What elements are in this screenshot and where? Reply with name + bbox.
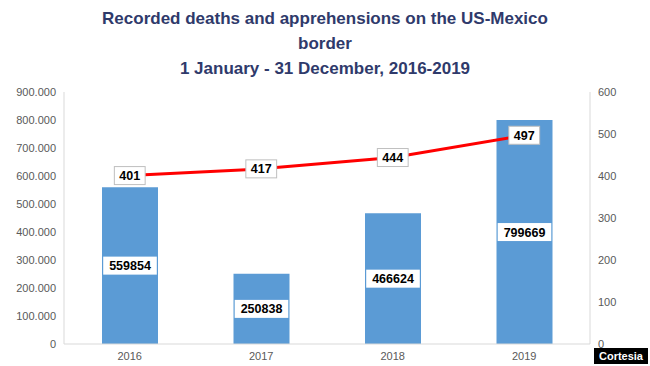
svg-text:200.000: 200.000 [16,282,56,294]
svg-text:250838: 250838 [241,302,283,316]
svg-text:300.000: 300.000 [16,254,56,266]
svg-text:400.000: 400.000 [16,226,56,238]
svg-text:799669: 799669 [504,226,546,240]
svg-text:559854: 559854 [109,259,151,273]
svg-text:100.000: 100.000 [16,310,56,322]
svg-text:2019: 2019 [512,350,536,362]
html-text:Cortesia: Cortesia [599,350,643,362]
html-text:Recorded deaths and apprehensi: Recorded deaths and apprehensions on the… [102,9,548,53]
svg-text:600.000: 600.000 [16,170,56,182]
svg-text:700.000: 700.000 [16,142,56,154]
svg-text:500: 500 [598,128,616,140]
svg-text:600: 600 [598,86,616,98]
svg-text:900.000: 900.000 [16,86,56,98]
svg-text:417: 417 [251,162,272,176]
svg-text:800.000: 800.000 [16,114,56,126]
svg-text:300: 300 [598,212,616,224]
svg-text:401: 401 [119,169,140,183]
svg-text:400: 400 [598,170,616,182]
svg-text:2017: 2017 [249,350,273,362]
svg-text:0: 0 [598,337,605,350]
svg-text:200: 200 [598,254,616,266]
svg-text:0: 0 [50,338,56,350]
svg-text:2018: 2018 [381,350,405,362]
svg-text:500.000: 500.000 [16,198,56,210]
html-text:1 January - 31 December, 2016-: 1 January - 31 December, 2016-2019 [179,59,471,78]
svg-text:466624: 466624 [372,272,414,286]
svg-text:100: 100 [598,296,616,308]
svg-text:444: 444 [382,151,403,165]
svg-text:2016: 2016 [118,350,142,362]
svg-text:497: 497 [514,129,535,143]
